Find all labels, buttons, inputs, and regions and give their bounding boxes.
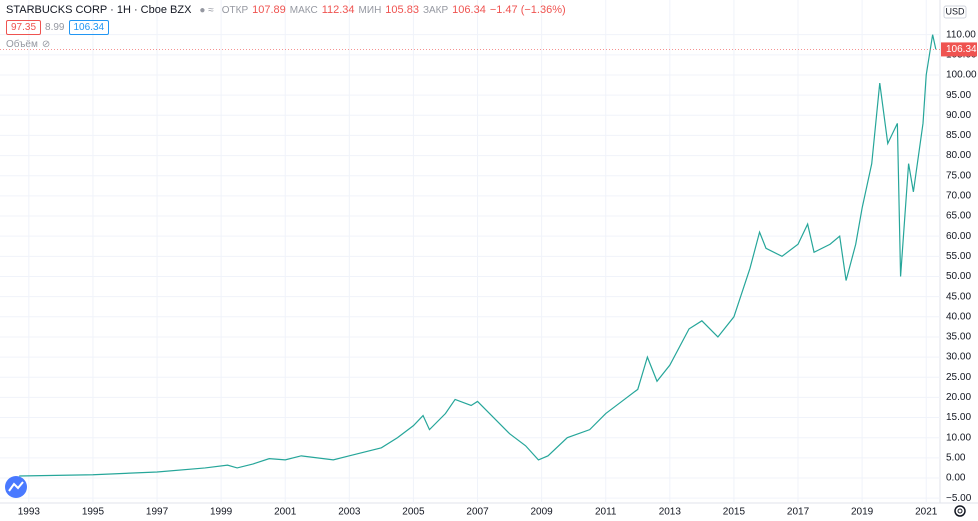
y-tick-label: −5.00 <box>946 493 972 504</box>
y-tick-label: 30.00 <box>946 352 971 363</box>
x-tick-label: 2001 <box>274 507 297 518</box>
y-tick-label: 95.00 <box>946 90 971 101</box>
last-price-label: 106.34 <box>946 44 977 55</box>
last-price-marker <box>941 42 977 57</box>
low-label: МИН <box>358 4 382 16</box>
ask[interactable]: 106.34 <box>68 20 110 35</box>
change: −1.47 (−1.36%) <box>489 4 566 16</box>
currency-box <box>943 5 967 19</box>
high: 112.34 <box>321 4 355 16</box>
currency: USD <box>945 6 965 16</box>
y-tick-label: 75.00 <box>946 170 971 181</box>
x-tick-label: 2003 <box>338 507 361 518</box>
y-tick-label: 100.00 <box>946 70 977 81</box>
y-tick-label: 15.00 <box>946 412 971 423</box>
y-tick-label: 110.00 <box>946 29 976 40</box>
x-tick-label: 1995 <box>82 507 105 518</box>
open: 107.89 <box>252 4 286 16</box>
volume-label: Объём <box>6 39 38 50</box>
x-tick-label: 2015 <box>723 507 746 518</box>
y-tick-label: 50.00 <box>946 271 971 282</box>
settings-icon[interactable] <box>954 505 966 517</box>
price-axis-bg <box>940 0 978 521</box>
x-tick-label: 1993 <box>18 507 41 518</box>
hide-icon[interactable]: ⊘ <box>41 39 51 50</box>
close: 106.34 <box>452 4 486 16</box>
indicator[interactable]: ● ≈ <box>199 4 214 16</box>
y-tick-label: 0.00 <box>946 473 966 484</box>
y-tick-label: 70.00 <box>946 191 971 202</box>
x-tick-label: 1999 <box>210 507 233 518</box>
y-tick-label: 60.00 <box>946 231 971 242</box>
x-tick-label: 2013 <box>659 507 682 518</box>
legend-header: STARBUCKS CORP · 1Н · Cboe BZX ● ≈ ОТКР 1… <box>6 4 566 54</box>
y-tick-label: 5.00 <box>946 452 966 463</box>
x-tick-label: 2019 <box>851 507 874 518</box>
low: 105.83 <box>385 4 419 16</box>
open-label: ОТКР <box>221 4 249 16</box>
grid <box>0 0 940 503</box>
plot <box>19 34 937 477</box>
y-tick-label: 45.00 <box>946 291 971 302</box>
price-line <box>19 34 937 477</box>
y-tick-label: 80.00 <box>946 150 971 161</box>
bid[interactable]: 97.35 <box>6 20 42 35</box>
y-tick-label: 25.00 <box>946 372 971 383</box>
close-label: ЗАКР <box>422 4 449 16</box>
y-tick-label: 10.00 <box>946 432 971 443</box>
y-tick-label: 20.00 <box>946 392 971 403</box>
x-tick-label: 2011 <box>595 507 617 518</box>
y-tick-label: 85.00 <box>946 130 971 141</box>
y-tick-label: 40.00 <box>946 311 971 322</box>
x-tick-label: 2021 <box>915 507 938 518</box>
spread: 8.99 <box>45 22 65 33</box>
symbol: STARBUCKS CORP · 1Н · Cboe BZX <box>6 4 192 16</box>
logo <box>5 476 27 498</box>
y-tick-label: 65.00 <box>946 211 971 222</box>
high-label: МАКС <box>289 4 318 16</box>
x-tick-label: 2017 <box>787 507 810 518</box>
y-tick-label: 35.00 <box>946 332 971 343</box>
y-tick-label: 90.00 <box>946 110 971 121</box>
y-tick-label: 55.00 <box>946 251 971 262</box>
x-tick-label: 2009 <box>531 507 554 518</box>
x-tick-label: 1997 <box>146 507 169 518</box>
x-tick-label: 2005 <box>402 507 425 518</box>
x-tick-label: 2007 <box>466 507 489 518</box>
